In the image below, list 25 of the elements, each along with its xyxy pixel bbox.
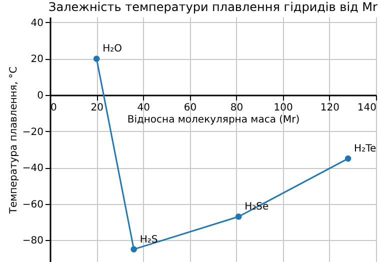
annotation: H₂O xyxy=(102,44,122,55)
y-tick-label: 0 xyxy=(37,90,44,102)
x-axis-title: Відносна молекулярна маса (Mr) xyxy=(127,114,300,126)
y-tick-label: −20 xyxy=(22,126,44,138)
x-tick-label: 140 xyxy=(357,102,376,114)
y-tick-label: −60 xyxy=(22,199,44,210)
point xyxy=(235,213,242,220)
y-tick-label: 20 xyxy=(30,54,44,66)
y-axis-title: Температура плавлення, °C xyxy=(8,66,20,215)
x-tick-label: 40 xyxy=(137,102,150,114)
annotation: H₂Te xyxy=(354,144,376,155)
y-tick-label: 40 xyxy=(30,18,44,29)
x-tick-label: 20 xyxy=(90,102,104,114)
x-tick-label: 120 xyxy=(320,102,340,114)
point xyxy=(344,155,352,162)
y-tick-label: −40 xyxy=(22,163,44,174)
x-tick-label: 80 xyxy=(230,102,244,114)
x-tick-label: 0 xyxy=(50,102,57,114)
annotation: H₂S xyxy=(140,234,158,246)
y-tick-label: −80 xyxy=(22,236,44,247)
chart-title: Залежність температури плавлення гідридів від Mr xyxy=(48,0,378,14)
x-tick-label: 100 xyxy=(274,102,293,114)
x-tick-label: 60 xyxy=(184,102,197,114)
point xyxy=(130,246,137,252)
point xyxy=(93,56,100,62)
